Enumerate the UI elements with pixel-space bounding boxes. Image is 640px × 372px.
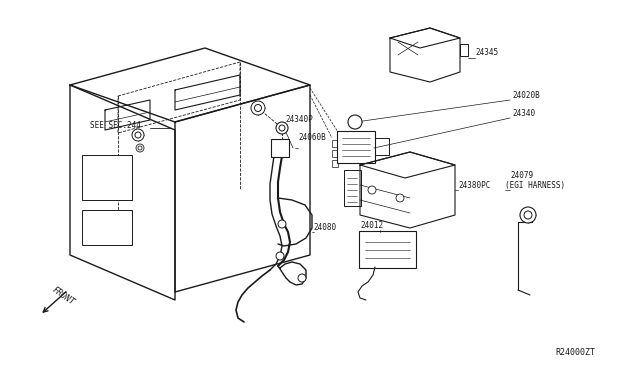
Text: 24060B: 24060B: [298, 133, 326, 142]
Circle shape: [251, 101, 265, 115]
Text: 24012: 24012: [360, 221, 383, 230]
Text: 24080: 24080: [313, 223, 336, 232]
Text: (EGI HARNESS): (EGI HARNESS): [505, 181, 565, 190]
Text: FRONT: FRONT: [50, 285, 76, 307]
Text: 24380PC: 24380PC: [458, 181, 490, 190]
FancyBboxPatch shape: [332, 140, 338, 147]
Circle shape: [278, 220, 286, 228]
Circle shape: [138, 146, 142, 150]
Circle shape: [368, 186, 376, 194]
FancyBboxPatch shape: [332, 150, 338, 157]
Circle shape: [396, 194, 404, 202]
FancyBboxPatch shape: [82, 155, 132, 200]
Text: 24340: 24340: [512, 109, 535, 118]
FancyBboxPatch shape: [344, 170, 360, 205]
FancyBboxPatch shape: [359, 231, 416, 268]
Circle shape: [279, 125, 285, 131]
FancyBboxPatch shape: [337, 131, 375, 163]
FancyBboxPatch shape: [332, 160, 338, 167]
Text: 24345: 24345: [475, 48, 498, 57]
Circle shape: [255, 105, 262, 112]
Circle shape: [135, 132, 141, 138]
FancyBboxPatch shape: [82, 210, 132, 245]
FancyBboxPatch shape: [460, 44, 468, 56]
Circle shape: [298, 274, 306, 282]
Circle shape: [348, 115, 362, 129]
Circle shape: [276, 252, 284, 260]
Text: R24000ZT: R24000ZT: [555, 348, 595, 357]
Circle shape: [524, 211, 532, 219]
Text: 24340P: 24340P: [285, 115, 313, 124]
FancyBboxPatch shape: [374, 138, 388, 154]
Text: 24079: 24079: [510, 171, 533, 180]
Circle shape: [132, 129, 144, 141]
Circle shape: [136, 144, 144, 152]
Circle shape: [276, 122, 288, 134]
FancyBboxPatch shape: [271, 139, 289, 157]
Circle shape: [520, 207, 536, 223]
Text: SEE SEC.244: SEE SEC.244: [90, 121, 141, 130]
Text: 24020B: 24020B: [512, 91, 540, 100]
